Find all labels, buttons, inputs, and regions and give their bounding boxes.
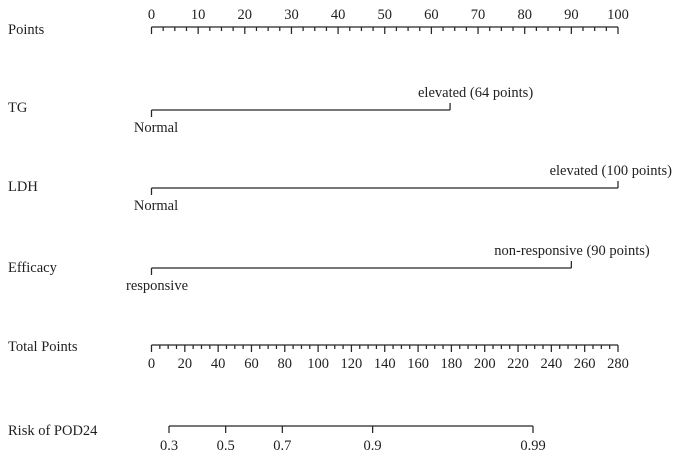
total_points-tick-label-14: 280: [607, 356, 629, 372]
points-tick-label-6: 60: [424, 7, 439, 23]
total_points-tick-label-13: 260: [574, 356, 596, 372]
row-risk: 0.3 0.5 0.7 0.9 0.99: [160, 425, 546, 454]
total_points-tick-label-6: 120: [341, 356, 363, 372]
points-tick-label-7: 70: [471, 7, 486, 23]
row-points: 0 10 20 30 40 50 60 70 80 90 100: [148, 7, 629, 34]
total_points-tick-label-1: 20: [178, 356, 193, 372]
row-label-risk-of-pod24: Risk of POD24: [8, 423, 98, 439]
efficacy-category-label-0: responsive: [126, 278, 188, 294]
row-label-efficacy: Efficacy: [8, 260, 57, 276]
total_points-tick-label-11: 220: [507, 356, 529, 372]
row-efficacy: responsive non-responsive (90 points): [126, 243, 650, 294]
points-tick-label-3: 30: [284, 7, 299, 23]
ldh-category-label-0: Normal: [134, 198, 178, 214]
row-label-ldh: LDH: [8, 179, 38, 195]
points-tick-label-5: 50: [378, 7, 393, 23]
risk-tick-label-1: 0.5: [217, 438, 235, 454]
total_points-tick-label-9: 180: [441, 356, 463, 372]
tg-category-label-1: elevated (64 points): [418, 85, 533, 101]
ldh-category-label-1: elevated (100 points): [550, 163, 673, 179]
row-label-points: Points: [8, 22, 45, 38]
row-ldh: Normal elevated (100 points): [134, 163, 672, 214]
risk-tick-label-2: 0.7: [273, 438, 291, 454]
total_points-tick-label-8: 160: [407, 356, 429, 372]
total_points-tick-label-0: 0: [148, 356, 155, 372]
points-tick-label-2: 20: [238, 7, 253, 23]
risk-tick-label-0: 0.3: [160, 438, 178, 454]
total_points-tick-label-2: 40: [211, 356, 226, 372]
total_points-tick-label-7: 140: [374, 356, 396, 372]
points-tick-label-8: 80: [517, 7, 532, 23]
row-total_points: 0 20 40 60 80 100 120 140 160 180 200 220 240 260 280: [148, 344, 629, 372]
total_points-tick-label-4: 80: [278, 356, 293, 372]
points-tick-label-9: 90: [564, 7, 579, 23]
row-tg: Normal elevated (64 points): [134, 85, 533, 136]
points-tick-label-10: 100: [607, 7, 629, 23]
total_points-tick-label-5: 100: [307, 356, 329, 372]
points-tick-label-0: 0: [148, 7, 155, 23]
risk-tick-label-3: 0.9: [364, 438, 382, 454]
points-tick-label-4: 40: [331, 7, 346, 23]
tg-category-label-0: Normal: [134, 120, 178, 136]
efficacy-category-label-1: non-responsive (90 points): [494, 243, 650, 259]
risk-tick-label-4: 0.99: [520, 438, 545, 454]
row-label-tg: TG: [8, 100, 28, 116]
points-tick-label-1: 10: [191, 7, 206, 23]
total_points-tick-label-12: 240: [540, 356, 562, 372]
row-label-total-points: Total Points: [8, 339, 78, 355]
total_points-tick-label-10: 200: [474, 356, 496, 372]
total_points-tick-label-3: 60: [244, 356, 259, 372]
